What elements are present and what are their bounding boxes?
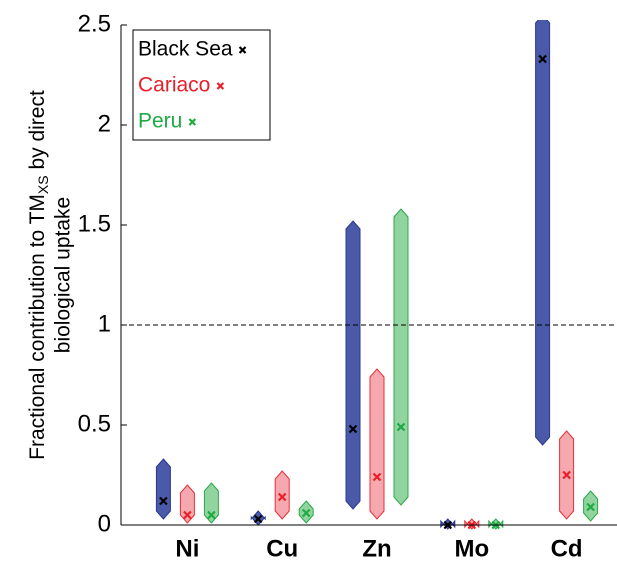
marker xyxy=(562,470,571,480)
legend-marker xyxy=(238,46,247,54)
y-tick-label: 2 xyxy=(98,110,111,137)
y-tick-label: 1.5 xyxy=(78,210,111,237)
range-bar xyxy=(369,368,385,520)
y-axis-label: biological uptake xyxy=(52,197,75,353)
marker xyxy=(301,508,311,518)
x-tick-label: Ni xyxy=(175,535,199,562)
marker xyxy=(159,496,168,506)
x-tick-label: Mo xyxy=(454,535,489,562)
x-tick-label: Cu xyxy=(266,535,298,562)
x-tick-label: Cd xyxy=(551,535,583,562)
marker xyxy=(253,514,263,524)
y-label-subscript: XS xyxy=(35,175,51,194)
y-label-text: Fractional contribution to TM xyxy=(26,194,49,460)
y-tick-label: 1 xyxy=(98,310,111,337)
y-axis-label: Fractional contribution to TMXS by direc… xyxy=(26,90,51,460)
legend-marker xyxy=(216,82,225,90)
range-bar xyxy=(535,20,551,446)
range-bar xyxy=(203,482,219,524)
range-bar xyxy=(345,220,361,510)
marker xyxy=(586,502,595,512)
range-bar xyxy=(179,484,195,524)
legend-marker xyxy=(188,118,197,126)
marker xyxy=(183,510,192,520)
marker xyxy=(538,54,547,64)
legend-label: Black Sea xyxy=(138,38,233,61)
plot-area xyxy=(155,20,599,530)
marker xyxy=(277,492,287,502)
legend-label: Cariaco xyxy=(138,74,210,97)
range-bar xyxy=(274,470,290,520)
marker xyxy=(396,422,406,432)
y-tick-label: 0.5 xyxy=(78,410,111,437)
range-bar xyxy=(393,208,409,506)
legend-label: Peru xyxy=(138,110,182,133)
legend-box xyxy=(132,29,271,141)
marker xyxy=(207,510,216,520)
marker xyxy=(348,424,358,434)
x-tick-label: Zn xyxy=(362,535,391,562)
marker xyxy=(372,472,382,482)
y-label-text: by direct xyxy=(26,90,49,175)
range-bar xyxy=(155,458,171,520)
y-tick-label: 2.5 xyxy=(78,10,111,37)
y-tick-label: 0 xyxy=(98,510,111,537)
